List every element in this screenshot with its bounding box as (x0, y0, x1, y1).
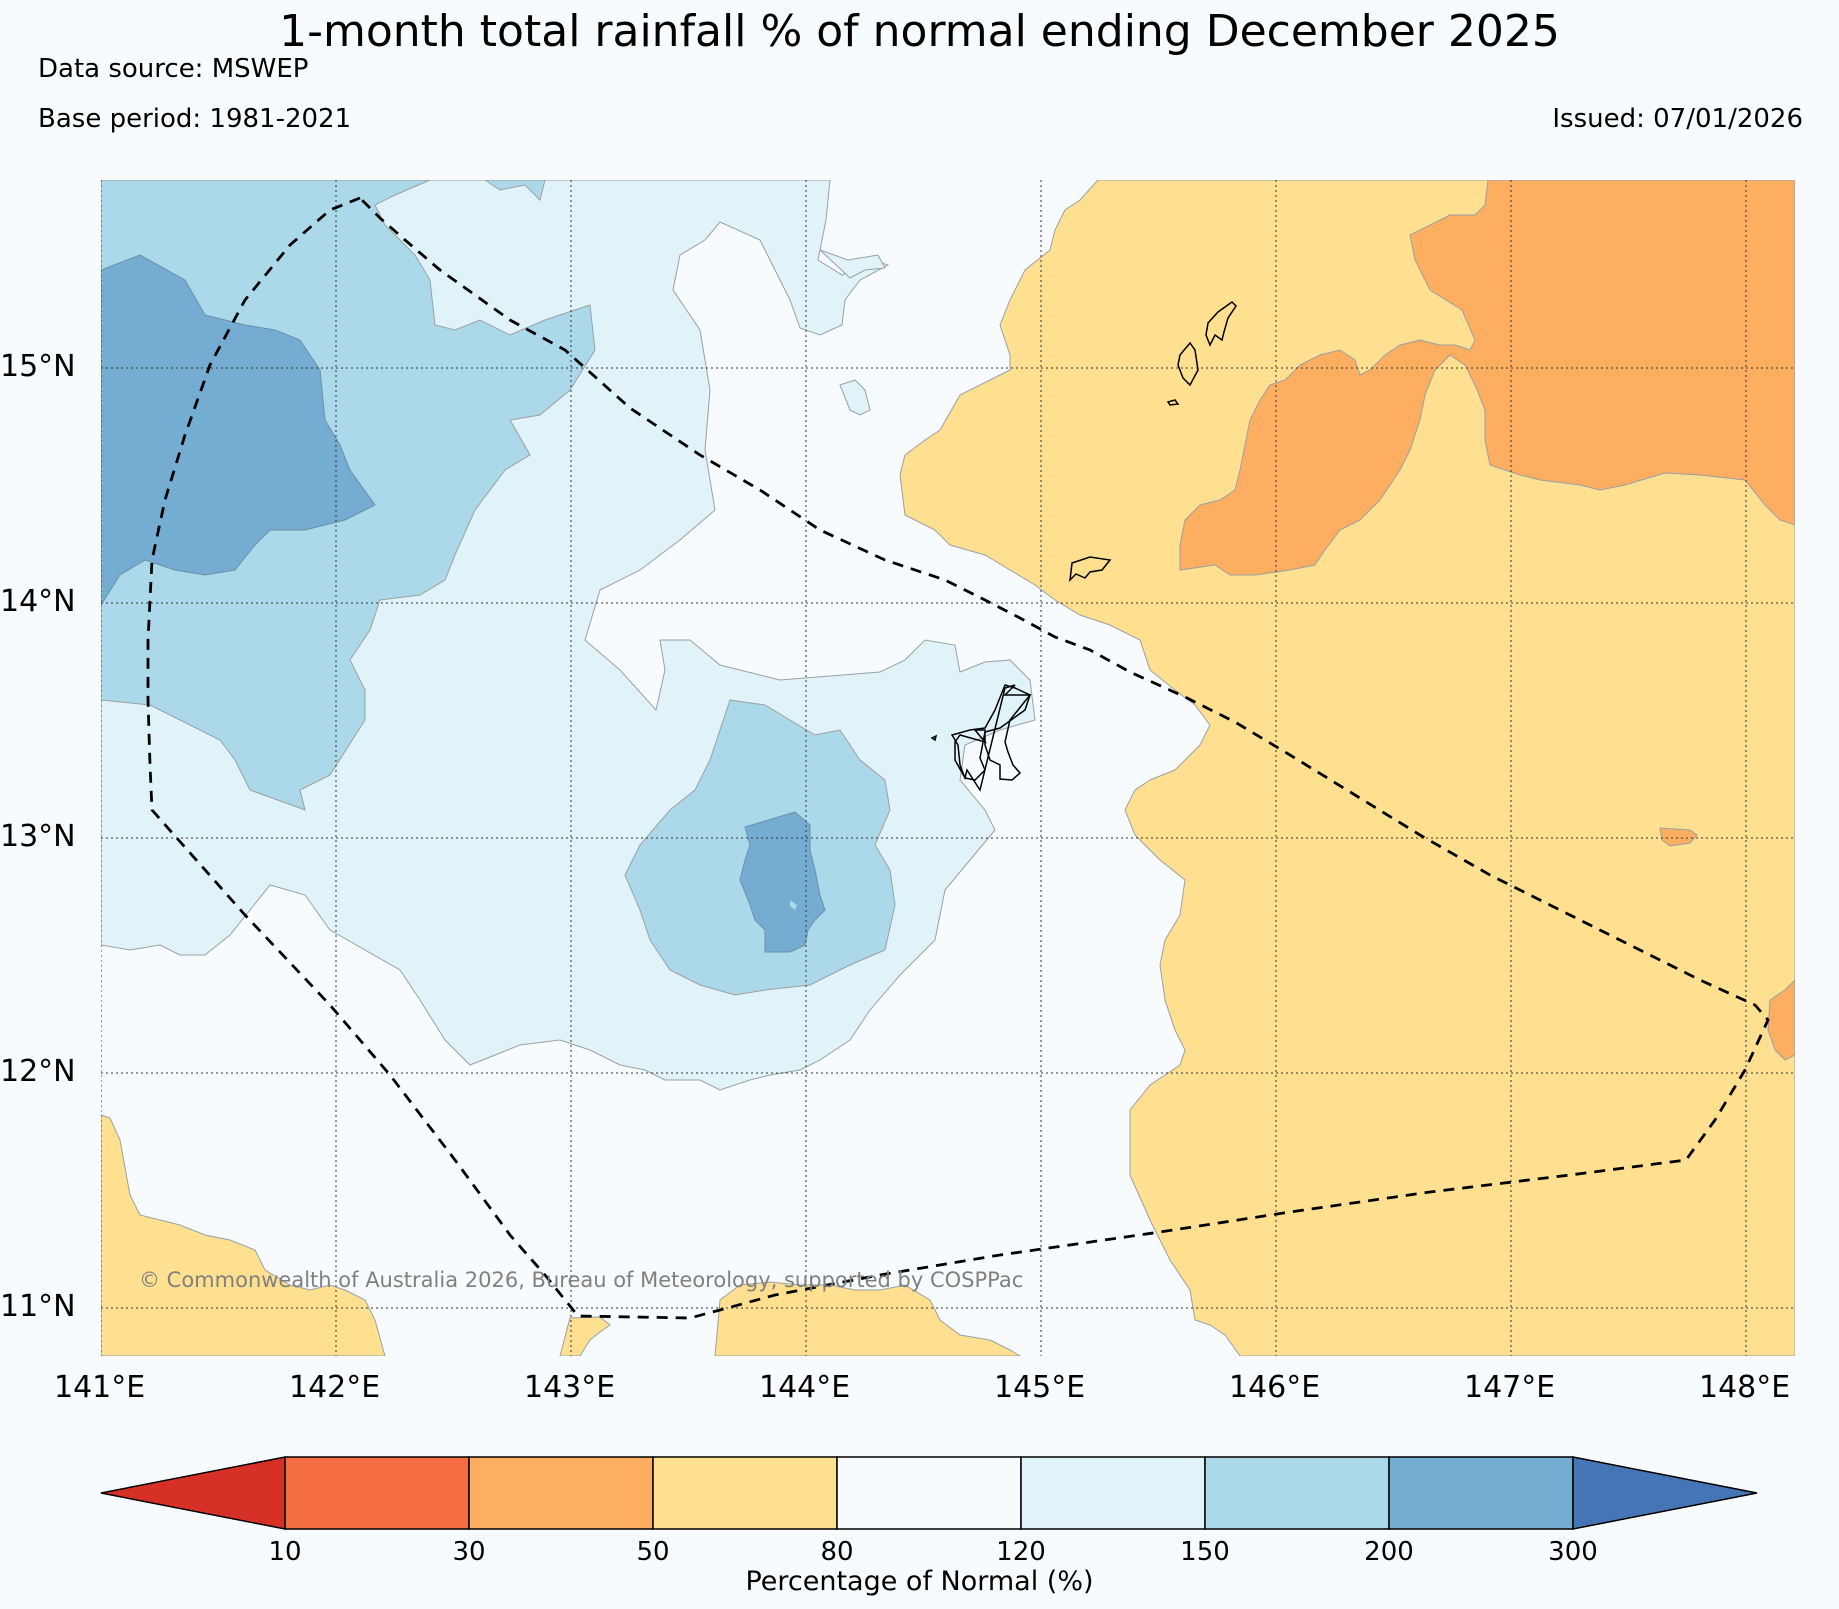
lon-label-148e: 148°E (1699, 1370, 1791, 1405)
colorbar-bin-200-300 (1388, 1456, 1574, 1530)
rainfall-30-50-patch-east (1659, 827, 1698, 847)
issued-date-label: Issued: 07/01/2026 (1552, 104, 1803, 134)
rainfall-200-300-region-west (101, 254, 376, 606)
map-title: 1-month total rainfall % of normal endin… (279, 6, 1560, 57)
lat-label-11n: 11°N (0, 1289, 76, 1324)
colorbar-tick-80: 80 (820, 1537, 854, 1567)
guam-coastline (954, 684, 1032, 792)
lon-label-145e: 145°E (994, 1370, 1086, 1405)
colorbar-tick-10: 10 (268, 1537, 302, 1567)
colorbar-title: Percentage of Normal (%) (745, 1566, 1094, 1597)
lon-label-142e: 142°E (289, 1370, 381, 1405)
copyright-credit: © Commonwealth of Australia 2026, Bureau… (139, 1268, 1024, 1292)
colorbar-bin-50-80 (652, 1456, 838, 1530)
colorbar-bin-30-50 (468, 1456, 654, 1530)
coastlines (930, 301, 1237, 792)
rainfall-50-80-region-southwest (101, 1114, 386, 1356)
colorbar-tick-120: 120 (996, 1537, 1046, 1567)
rainfall-hole-central (790, 900, 797, 910)
lon-label-146e: 146°E (1229, 1370, 1321, 1405)
colorbar-tick-50: 50 (636, 1537, 670, 1567)
map-plot-area (101, 180, 1795, 1356)
guam-island (950, 684, 1031, 781)
lon-label-141e: 141°E (54, 1370, 146, 1405)
rainfall-200-300-region-central (739, 811, 826, 953)
colorbar-tick-200: 200 (1364, 1537, 1414, 1567)
colorbar-extend-high (1572, 1456, 1758, 1530)
lat-label-13n: 13°N (0, 819, 76, 854)
colorbar-bin-80-120 (836, 1456, 1022, 1530)
rainfall-30-50-patch-southeast (1767, 979, 1795, 1061)
saipan-island (1205, 301, 1237, 347)
tinian-island (1177, 341, 1199, 387)
data-source-label: Data source: MSWEP (38, 54, 309, 84)
small-islet (930, 734, 938, 742)
rota-island (1069, 556, 1112, 583)
lon-label-144e: 144°E (759, 1370, 851, 1405)
colorbar-bin-10-30 (284, 1456, 470, 1530)
colorbar-bin-150-200 (1204, 1456, 1390, 1530)
rainfall-150-200-region-north (484, 180, 546, 201)
base-period-label: Base period: 1981-2021 (38, 104, 352, 134)
colorbar-tick-300: 300 (1548, 1537, 1598, 1567)
map-gridlines (101, 180, 1795, 1356)
rainfall-120-150-patch-1 (839, 379, 871, 416)
lat-label-15n: 15°N (0, 349, 76, 384)
colorbar-tick-30: 30 (452, 1537, 486, 1567)
rainfall-50-80-region-south (559, 1281, 1021, 1356)
aguijan-island (1166, 399, 1180, 406)
lat-label-14n: 14°N (0, 584, 76, 619)
colorbar-tick-150: 150 (1180, 1537, 1230, 1567)
eez-boundary (146, 196, 1770, 1320)
colorbar-bin-120-150 (1020, 1456, 1206, 1530)
lon-label-147e: 147°E (1464, 1370, 1556, 1405)
rainfall-120-150-patch-2 (819, 249, 886, 279)
colorbar (100, 1456, 1758, 1530)
rainfall-30-50-region (1179, 180, 1795, 576)
lat-label-12n: 12°N (0, 1054, 76, 1089)
colorbar-extend-low (100, 1456, 286, 1530)
lon-label-143e: 143°E (524, 1370, 616, 1405)
